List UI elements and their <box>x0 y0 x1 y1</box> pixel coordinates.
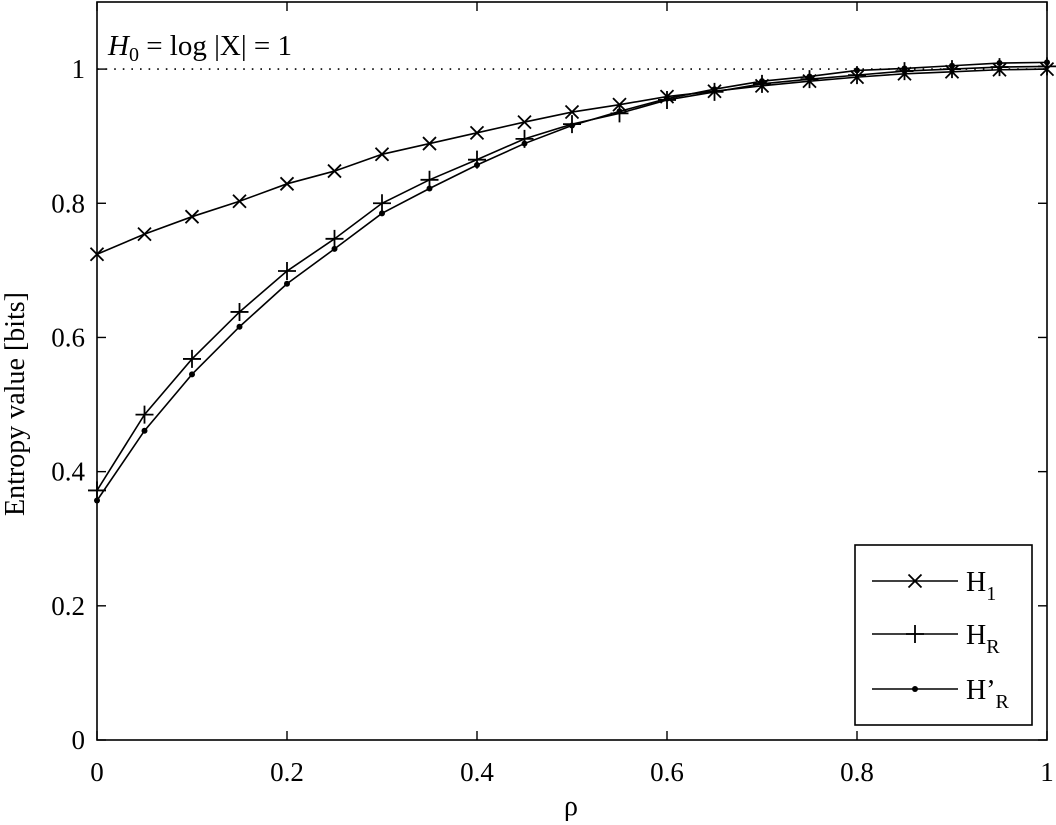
data-point-s2-1 <box>135 405 154 424</box>
x-tick-label-1: 0.2 <box>270 757 304 787</box>
data-point-s1-6 <box>374 147 390 162</box>
data-point-s3-13 <box>711 86 718 93</box>
legend-label-sub-3: R <box>996 691 1010 713</box>
legend-label-1: H1 <box>966 567 996 605</box>
data-point-s1-1 <box>137 226 152 242</box>
y-tick-label-3: 0.6 <box>51 322 85 352</box>
legend-label-main-1: H <box>966 567 986 598</box>
data-point-s3-18 <box>949 62 955 69</box>
data-point-s3-16 <box>854 67 860 74</box>
data-point-s2-5 <box>325 229 344 248</box>
data-point-s3-7 <box>426 185 433 192</box>
h0-annotation-rest: = log |X| = 1 <box>139 30 292 62</box>
x-tick-label-5: 1 <box>1040 757 1054 787</box>
data-point-s1-10 <box>564 104 580 120</box>
data-point-s1-8 <box>469 125 485 140</box>
legend-marker-2 <box>906 625 924 643</box>
legend-label-main-2: H <box>966 620 986 651</box>
data-point-s3-1 <box>141 427 148 434</box>
legend-marker-3 <box>912 686 918 692</box>
data-point-s1-2 <box>184 209 200 224</box>
data-point-s3-19 <box>996 60 1003 67</box>
data-point-s3-9 <box>521 140 528 147</box>
y-axis-label: Entropy value [bits] <box>0 292 31 516</box>
series-line-1 <box>96 68 1048 255</box>
data-point-s2-3 <box>230 302 249 321</box>
data-point-s1-3 <box>232 194 247 209</box>
y-tick-label-0: 0 <box>72 725 86 755</box>
y-tick-label-5: 1 <box>72 54 86 84</box>
data-point-s2-2 <box>183 349 201 368</box>
data-point-s2-4 <box>278 262 296 281</box>
legend-label-3: H’R <box>966 675 1010 713</box>
h0-annotation: H0 = log |X| = 1 <box>107 30 292 66</box>
data-point-s3-3 <box>236 323 243 330</box>
data-point-s3-12 <box>664 95 670 102</box>
x-axis-label: ρ <box>564 791 578 822</box>
data-point-s3-14 <box>759 78 765 85</box>
y-tick-label-1: 0.2 <box>51 591 85 621</box>
data-point-s3-17 <box>901 65 908 72</box>
y-tick-label-2: 0.4 <box>51 457 85 487</box>
legend-box <box>854 544 1033 726</box>
data-point-s3-4 <box>284 280 290 287</box>
legend-label-2: HR <box>966 620 1000 658</box>
data-point-s3-11 <box>616 108 623 115</box>
x-tick-label-0: 0 <box>90 757 104 787</box>
h0-annotation-sub: 0 <box>129 44 139 66</box>
x-tick-label-3: 0.6 <box>650 757 684 787</box>
data-point-s3-8 <box>474 162 480 169</box>
plot-frame <box>96 1 1048 741</box>
data-point-s3-2 <box>189 371 195 378</box>
data-point-s3-5 <box>331 245 338 252</box>
legend-label-main-3: H’ <box>966 675 996 706</box>
data-point-s1-9 <box>517 114 532 130</box>
data-point-s3-6 <box>379 210 385 217</box>
data-point-s1-5 <box>327 163 342 179</box>
legend-label-sub-2: R <box>986 636 1000 658</box>
legend-marker-1 <box>907 573 923 589</box>
y-tick-label-4: 0.8 <box>51 188 85 218</box>
plot-area <box>88 57 1056 504</box>
data-point-s3-10 <box>569 122 575 129</box>
legend-label-sub-1: 1 <box>986 583 996 605</box>
data-point-s1-7 <box>422 136 437 151</box>
h0-annotation-main: H <box>107 30 131 62</box>
x-tick-label-4: 0.8 <box>840 757 874 787</box>
data-point-s3-15 <box>806 73 813 80</box>
data-point-s2-6 <box>373 194 391 213</box>
data-point-s1-4 <box>279 176 295 191</box>
axes: 0 0.2 0.4 0.6 0.8 1 0 0.2 0.4 0.6 0.8 1 <box>51 1 1054 787</box>
x-tick-label-2: 0.4 <box>460 757 494 787</box>
